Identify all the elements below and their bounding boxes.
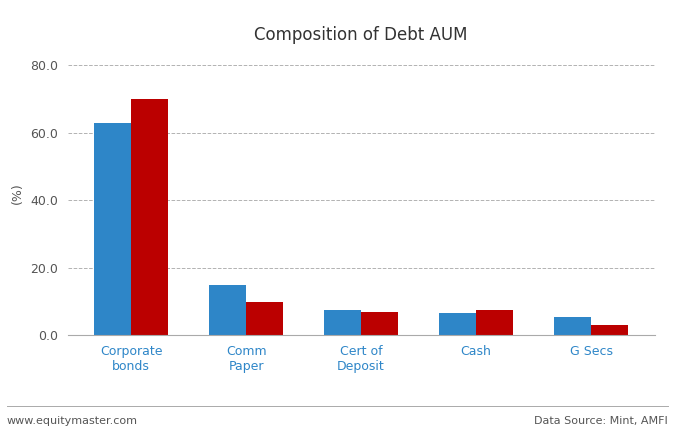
Text: www.equitymaster.com: www.equitymaster.com [7,416,138,426]
Bar [591,325,628,335]
Title: Composition of Debt AUM: Composition of Debt AUM [254,27,468,44]
Bar [95,123,131,335]
Bar [476,310,513,335]
Bar [361,312,398,335]
Legend: Aug-18, Jan-19: Aug-18, Jan-19 [284,427,439,430]
Bar [209,285,246,335]
Y-axis label: (%): (%) [11,183,24,204]
Bar [439,313,476,335]
Bar [131,99,168,335]
Bar [554,317,591,335]
Bar [324,310,361,335]
Text: Data Source: Mint, AMFI: Data Source: Mint, AMFI [535,416,668,426]
Bar [246,301,283,335]
